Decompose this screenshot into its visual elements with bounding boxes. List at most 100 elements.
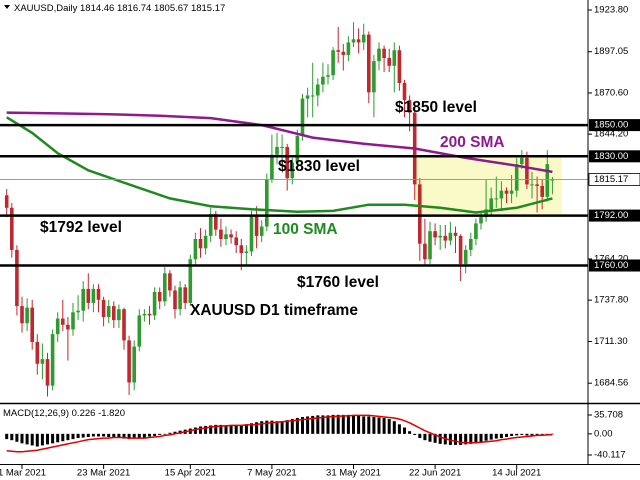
candle-body — [183, 287, 187, 303]
candle-body — [520, 157, 524, 165]
macd-bar — [204, 425, 208, 434]
macd-bar — [382, 418, 386, 434]
candle-body — [367, 34, 371, 93]
macd-y-tick-label: -40.117 — [594, 450, 626, 461]
y-tick-label: 1684.56 — [594, 378, 628, 389]
symbol: XAUUSD,Daily — [14, 3, 78, 14]
x-tick-label: 7 May 2021 — [247, 468, 297, 479]
candle-body — [346, 42, 351, 55]
macd-bar — [520, 433, 524, 435]
macd-bar — [209, 425, 213, 434]
macd-bar — [5, 433, 9, 440]
candle-body — [15, 249, 19, 307]
macd-y-tick-label: 35.708 — [594, 410, 623, 421]
candle-body — [290, 162, 295, 179]
candle-body — [132, 346, 136, 383]
macd-bar — [255, 422, 259, 434]
candle-body — [259, 226, 264, 236]
candle-body — [61, 318, 65, 325]
candle-body — [142, 313, 147, 316]
candle-body — [81, 288, 85, 311]
level-price-label: 1760.00 — [594, 260, 628, 271]
macd-bar — [357, 415, 361, 434]
macd-bar — [81, 433, 85, 438]
candle-body — [50, 334, 55, 386]
candle-body — [270, 154, 274, 180]
macd-bar — [193, 427, 197, 434]
candle-body — [163, 273, 167, 302]
x-tick-label: 23 Mar 2021 — [77, 468, 130, 479]
level-annotation: $1830 level — [278, 158, 360, 175]
macd-bar — [61, 433, 65, 442]
candle-body — [147, 313, 152, 316]
candle-layer — [4, 22, 555, 397]
macd-bar — [127, 433, 131, 440]
y-tick-label: 1711.30 — [594, 336, 628, 347]
candle-body — [361, 34, 366, 43]
candle-body — [295, 136, 300, 163]
macd-bar — [423, 433, 427, 441]
level-price-label: 1850.00 — [594, 120, 628, 131]
candle-body — [484, 209, 488, 218]
candle-body — [188, 259, 193, 303]
level-annotation: $1760 level — [297, 274, 379, 291]
macd-bar — [535, 433, 539, 435]
candle-body — [499, 190, 504, 199]
price-header: XAUUSD,Daily 1814.46 1816.74 1805.67 181… — [14, 3, 225, 14]
close: 1815.17 — [191, 3, 225, 14]
macd-bar — [35, 433, 39, 447]
macd-bar — [306, 416, 310, 434]
candle-body — [356, 39, 361, 43]
macd-bar — [408, 431, 412, 434]
candle-body — [300, 98, 305, 137]
macd-bar — [76, 433, 80, 439]
candle-body — [10, 207, 14, 250]
macd-bar — [219, 424, 223, 434]
level-price-box — [589, 119, 640, 132]
candle-body — [535, 184, 539, 186]
macd-value: 0.226 — [72, 408, 96, 419]
macd-bar — [403, 427, 406, 434]
macd-bar — [352, 415, 355, 434]
candle-body — [474, 223, 478, 239]
macd-bar — [494, 433, 498, 439]
macd-bar — [418, 433, 422, 439]
low: 1805.67 — [154, 3, 188, 14]
candle-body — [4, 195, 9, 208]
macd-bar — [97, 433, 100, 437]
macd-bar — [224, 425, 228, 434]
candle-body — [418, 184, 422, 244]
macd-title: MACD(12,26,9) — [3, 408, 69, 419]
macd-bar — [459, 433, 463, 445]
x-tick-label: 15 Apr 2021 — [165, 468, 216, 479]
macd-bar — [102, 433, 106, 437]
candle-body — [514, 164, 519, 191]
candle-body — [244, 251, 249, 254]
candle-body — [265, 179, 269, 227]
macd-bar — [530, 433, 534, 436]
level-price-label: 1830.00 — [594, 151, 628, 162]
ma-label: 200 SMA — [440, 134, 505, 151]
macd-bar — [499, 433, 503, 439]
macd-header: MACD(12,26,9) 0.226 -1.820 — [3, 408, 125, 419]
candle-body — [341, 51, 346, 55]
candle-body — [443, 235, 448, 241]
candle-body — [157, 292, 162, 302]
macd-bar — [163, 433, 167, 435]
macd-bar — [474, 433, 478, 443]
candle-body — [530, 184, 534, 186]
candle-body — [316, 84, 320, 96]
x-tick-label: 14 Jul 2021 — [492, 468, 541, 479]
level-layer: 1850.00 $1850 level 1830.00 $1830 level 1792… — [0, 99, 640, 291]
candle-body — [275, 146, 279, 155]
macd-bar — [158, 433, 162, 435]
candle-body — [407, 100, 412, 113]
candle-body — [438, 235, 442, 238]
candle-body — [372, 61, 376, 93]
macd-bar — [346, 414, 350, 434]
macd-bar — [122, 433, 126, 439]
macd-bar — [86, 433, 90, 438]
candle-body — [331, 50, 335, 76]
macd-bar — [199, 426, 202, 434]
